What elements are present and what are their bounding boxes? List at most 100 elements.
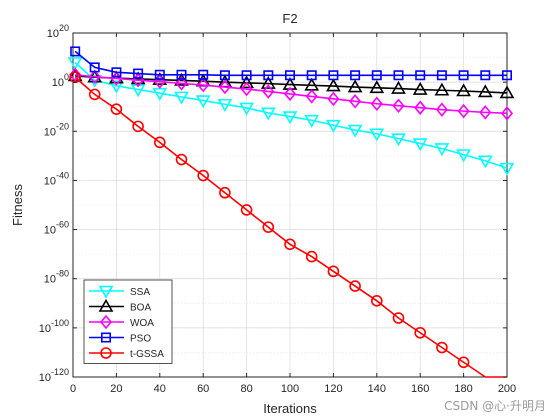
data-point	[349, 94, 362, 109]
data-point	[262, 221, 275, 233]
data-point	[67, 57, 83, 71]
data-point	[477, 84, 493, 98]
series-woa	[69, 67, 514, 121]
data-point	[326, 78, 341, 92]
data-point	[240, 81, 253, 97]
data-point	[70, 46, 81, 57]
y-tick-label: 10-40	[44, 170, 69, 187]
data-point	[369, 80, 385, 94]
data-point	[327, 91, 340, 107]
data-point	[327, 265, 340, 278]
data-point	[260, 107, 276, 121]
y-tick-label: 10-60	[44, 220, 69, 237]
x-tick-label: 180	[454, 383, 472, 395]
data-point	[436, 341, 448, 354]
data-point	[414, 100, 427, 115]
data-point	[240, 204, 253, 216]
x-tick-label: 20	[110, 383, 122, 395]
legend-item: BOA	[89, 298, 151, 314]
x-tick-label: 120	[324, 383, 342, 395]
data-point	[241, 70, 252, 81]
data-point	[154, 69, 165, 80]
y-axis-label: Fitness	[10, 184, 25, 226]
data-point	[217, 98, 233, 112]
data-point	[198, 69, 209, 80]
data-point	[350, 70, 361, 81]
data-point	[197, 169, 209, 182]
data-point	[393, 70, 404, 81]
x-tick-label: 140	[368, 383, 386, 395]
legend-item: WOA	[89, 314, 154, 330]
data-point	[477, 155, 493, 169]
data-point	[260, 76, 276, 89]
data-point	[326, 119, 341, 133]
data-point	[239, 75, 254, 89]
data-point	[154, 136, 166, 149]
data-point	[174, 91, 189, 105]
data-point	[480, 70, 491, 81]
data-point	[110, 103, 123, 115]
y-tick-label: 10-80	[44, 269, 69, 286]
data-point	[457, 356, 470, 369]
data-point	[412, 138, 428, 152]
data-point	[239, 102, 254, 116]
data-point	[219, 186, 231, 199]
data-point	[132, 120, 144, 133]
y-tick-label: 10-120	[39, 367, 69, 384]
data-point	[392, 312, 405, 324]
series-line	[75, 75, 508, 94]
data-point	[499, 85, 515, 99]
x-tick-label: 40	[154, 383, 166, 395]
watermark: CSDN @心·升明月	[444, 399, 546, 413]
data-point	[371, 70, 382, 81]
legend-label: PSO	[130, 334, 151, 345]
data-point	[328, 70, 339, 81]
data-point	[434, 143, 450, 157]
data-point	[218, 79, 231, 95]
series-ssa	[67, 57, 515, 176]
series-line	[75, 73, 508, 115]
x-tick-label: 80	[240, 383, 252, 395]
series-line	[74, 61, 508, 169]
legend-item: PSO	[89, 332, 151, 345]
data-point	[456, 149, 471, 163]
x-tick-label: 160	[411, 383, 429, 395]
data-point	[197, 77, 210, 93]
data-point	[305, 89, 318, 104]
data-point	[456, 83, 471, 97]
legend-label: WOA	[130, 318, 154, 329]
legend-label: t-GSSA	[130, 349, 164, 360]
data-point	[263, 70, 274, 81]
legend: SSA BOA WOA PSO t-GSSA	[83, 279, 173, 364]
data-point	[458, 70, 469, 81]
data-point	[500, 106, 514, 121]
data-point	[499, 162, 515, 176]
x-tick-label: 0	[70, 383, 76, 395]
data-point	[100, 347, 112, 359]
data-point	[176, 69, 187, 80]
data-point	[457, 103, 470, 119]
data-point	[369, 128, 385, 142]
legend-label: BOA	[130, 303, 151, 314]
data-point	[133, 68, 144, 79]
series-line	[74, 50, 507, 77]
series-pso	[70, 46, 512, 81]
data-point	[88, 69, 101, 84]
data-point	[282, 111, 298, 125]
data-point	[109, 80, 124, 94]
data-point	[347, 79, 363, 93]
series-line	[74, 76, 507, 378]
data-point	[284, 238, 296, 251]
x-tick-label: 60	[197, 383, 209, 395]
data-point	[347, 124, 363, 138]
series-t-gssa	[69, 71, 507, 378]
data-point	[195, 95, 211, 109]
x-tick-label: 200	[498, 383, 516, 395]
data-point	[501, 70, 512, 81]
data-point	[87, 74, 103, 88]
data-point	[304, 114, 320, 128]
data-point	[370, 295, 383, 307]
data-point	[349, 280, 361, 292]
data-point	[306, 70, 317, 81]
